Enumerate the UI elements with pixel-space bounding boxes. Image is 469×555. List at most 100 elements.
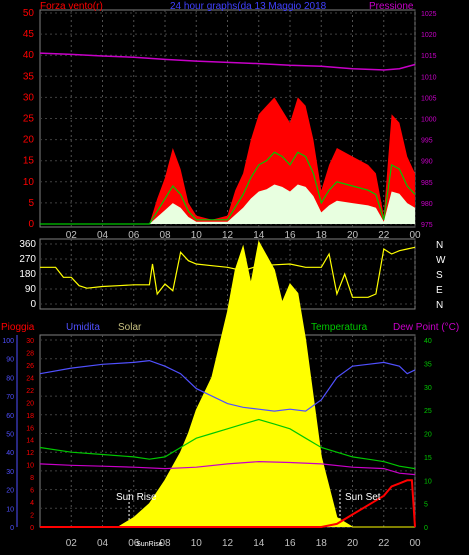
temp-tick: 20 — [424, 432, 432, 439]
rain-tick: 24 — [26, 375, 34, 382]
pressure-tick: 1025 — [421, 11, 437, 18]
humidity-tick: 0 — [10, 525, 14, 532]
temp-tick: 25 — [424, 408, 432, 415]
direction-tick: 90 — [25, 284, 37, 295]
wind-tick: 40 — [23, 50, 35, 61]
temperature-title: Temperatura — [311, 322, 368, 333]
dewpoint-line — [39, 460, 416, 476]
solar-title: Solar — [118, 322, 142, 333]
wind-line — [40, 151, 416, 225]
panel2-grid — [40, 239, 416, 309]
x-tick: 04 — [97, 538, 109, 549]
rain-tick: 2 — [30, 513, 34, 520]
pressure-line — [39, 52, 416, 71]
temp-tick: 30 — [424, 385, 432, 392]
wind-tick: 45 — [23, 29, 35, 40]
rain-tick: 8 — [30, 475, 34, 482]
direction-tick: 270 — [19, 254, 36, 265]
direction-line — [40, 246, 416, 298]
temp-tick: 10 — [424, 478, 432, 485]
solar-area — [40, 241, 415, 528]
direction-tick: 0 — [30, 299, 36, 310]
x-tick: 18 — [316, 230, 328, 241]
panel2-series — [40, 246, 416, 298]
pressure-title: Pressione — [369, 1, 414, 12]
compass-label: N — [436, 300, 443, 311]
pressure-tick: 1015 — [421, 53, 437, 60]
humidity-tick: 80 — [6, 375, 14, 382]
rain-tick: 22 — [26, 388, 34, 395]
solar-line — [40, 240, 415, 528]
x-tick: 10 — [191, 538, 203, 549]
dewpoint-title: Dew Point (°C) — [393, 322, 459, 333]
wind-tick: 25 — [23, 114, 35, 125]
humidity-tick: 40 — [6, 450, 14, 457]
wind-tick: 5 — [28, 198, 34, 209]
pressure-tick: 1005 — [421, 95, 437, 102]
pressure-tick: 1010 — [421, 74, 437, 81]
wind-tick: 0 — [28, 219, 34, 230]
temp-tick: 40 — [424, 338, 432, 345]
wind-tick: 15 — [23, 156, 35, 167]
gust-area — [40, 97, 415, 224]
compass-label: W — [436, 255, 446, 266]
x-tick: 02 — [66, 538, 78, 549]
rain-tick: 20 — [26, 400, 34, 407]
wind-light-area — [40, 184, 415, 224]
x-tick: 22 — [378, 230, 390, 241]
x-tick: 00 — [409, 230, 421, 241]
x-tick: 14 — [253, 538, 265, 549]
wind-tick: 50 — [23, 8, 35, 19]
direction-tick: 360 — [19, 239, 36, 250]
pressure-tick: 1000 — [421, 117, 437, 124]
temperature-line — [39, 418, 416, 470]
rain-line — [40, 479, 416, 528]
compass-label: E — [436, 285, 443, 296]
x-tick: 08 — [159, 230, 171, 241]
x-tick: 12 — [222, 538, 234, 549]
temp-humidity-panel: 0102030405060708090100024681012141618202… — [1, 240, 459, 549]
rain-tick: 0 — [30, 525, 34, 532]
wind-tick: 30 — [23, 92, 35, 103]
pressure-tick: 975 — [421, 222, 433, 229]
panel1-axes: 0510152025303540455097598098599099510001… — [23, 8, 437, 241]
humidity-title: Umidita — [66, 322, 100, 333]
humidity-tick: 50 — [6, 432, 14, 439]
sunset-label: Sun Set — [345, 492, 381, 503]
x-tick: 14 — [253, 230, 265, 241]
rain-tick: 4 — [30, 500, 34, 507]
wind-tick: 10 — [23, 177, 35, 188]
humidity-tick: 30 — [6, 469, 14, 476]
pressure-tick: 980 — [421, 201, 433, 208]
x-tick: 20 — [347, 230, 359, 241]
x-tick: 06 — [128, 538, 140, 549]
pressure-tick: 990 — [421, 159, 433, 166]
rain-tick: 6 — [30, 488, 34, 495]
panel1-series — [39, 52, 416, 225]
rain-tick: 30 — [26, 338, 34, 345]
humidity-tick: 20 — [6, 488, 14, 495]
x-tick: 06 — [128, 230, 140, 241]
pressure-tick: 985 — [421, 180, 433, 187]
x-tick: 16 — [284, 230, 296, 241]
rain-tick: 18 — [26, 413, 34, 420]
x-tick: 08 — [159, 538, 171, 549]
wind-tick: 20 — [23, 135, 35, 146]
humidity-tick: 10 — [6, 506, 14, 513]
humidity-line — [39, 359, 416, 412]
panel3-series — [39, 240, 416, 528]
x-tick: 16 — [284, 538, 296, 549]
x-tick: 04 — [97, 230, 109, 241]
humidity-tick: 60 — [6, 413, 14, 420]
wind-title: Forza vento(r) — [40, 1, 103, 12]
rain-tick: 14 — [26, 438, 34, 445]
panel1-grid — [40, 10, 416, 227]
direction-tick: 180 — [19, 269, 36, 280]
wind-pressure-panel: 0510152025303540455097598098599099510001… — [23, 1, 437, 241]
pressure-tick: 995 — [421, 138, 433, 145]
rain-tick: 16 — [26, 425, 34, 432]
humidity-tick: 100 — [2, 338, 14, 345]
compass-label: N — [436, 240, 443, 251]
